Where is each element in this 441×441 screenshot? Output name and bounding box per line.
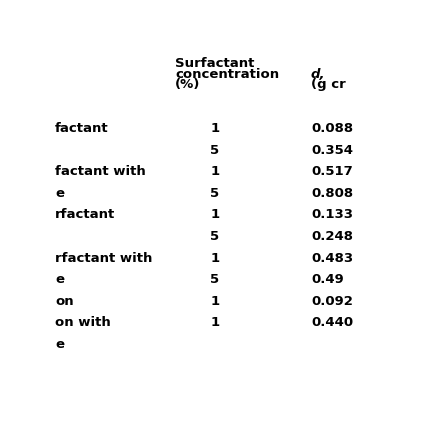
Text: 5: 5 — [210, 187, 219, 200]
Text: factant with: factant with — [55, 165, 146, 178]
Text: 0.248: 0.248 — [311, 230, 353, 243]
Text: e: e — [55, 273, 64, 286]
Text: on with: on with — [55, 316, 111, 329]
Text: 0.088: 0.088 — [311, 122, 353, 135]
Text: 5: 5 — [210, 144, 219, 157]
Text: 0.092: 0.092 — [311, 295, 353, 308]
Text: 0.517: 0.517 — [311, 165, 353, 178]
Text: rfactant with: rfactant with — [55, 251, 153, 265]
Text: e: e — [55, 338, 64, 351]
Text: concentration: concentration — [175, 67, 280, 81]
Text: 1: 1 — [210, 316, 219, 329]
Text: (g cr: (g cr — [311, 78, 346, 91]
Text: d,: d, — [311, 67, 325, 81]
Text: 1: 1 — [210, 209, 219, 221]
Text: 1: 1 — [210, 122, 219, 135]
Text: 0.483: 0.483 — [311, 251, 353, 265]
Text: 0.440: 0.440 — [311, 316, 353, 329]
Text: rfactant: rfactant — [55, 209, 116, 221]
Text: 1: 1 — [210, 295, 219, 308]
Text: on: on — [55, 295, 74, 308]
Text: 0.133: 0.133 — [311, 209, 353, 221]
Text: 0.49: 0.49 — [311, 273, 344, 286]
Text: 5: 5 — [210, 230, 219, 243]
Text: factant: factant — [55, 122, 109, 135]
Text: Surfactant: Surfactant — [175, 57, 254, 70]
Text: 0.808: 0.808 — [311, 187, 353, 200]
Text: 1: 1 — [210, 165, 219, 178]
Text: 1: 1 — [210, 251, 219, 265]
Text: (%): (%) — [175, 78, 201, 91]
Text: 5: 5 — [210, 273, 219, 286]
Text: 0.354: 0.354 — [311, 144, 353, 157]
Text: e: e — [55, 187, 64, 200]
